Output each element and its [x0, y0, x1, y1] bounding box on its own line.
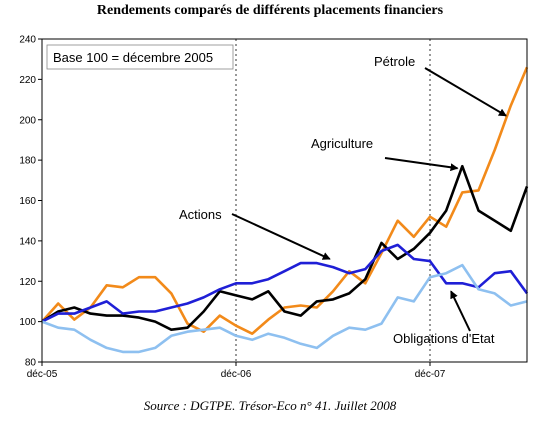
x-tick-label: déc-07 [415, 369, 446, 380]
tick-labels: déc-05 déc-06 déc-07 80 100 120 140 160 180 200 22… [19, 35, 445, 381]
chart-source: Source : DGTPE. Trésor-Eco n° 41. Juille… [143, 398, 397, 413]
y-tick-label: 100 [19, 317, 36, 328]
grid-lines [235, 39, 431, 362]
arrow-petrole [424, 67, 507, 117]
series-line-obligations-d-etat [41, 263, 528, 354]
x-tick-label: déc-06 [221, 369, 252, 380]
y-tick-label: 200 [19, 115, 36, 126]
series-lines [41, 66, 529, 354]
y-tick-label: 240 [19, 35, 36, 46]
y-tick-label: 140 [19, 236, 36, 247]
base-note: Base 100 = décembre 2005 [53, 50, 213, 65]
chart-title: Rendements comparés de différents placem… [96, 3, 444, 18]
annotations: Base 100 = décembre 2005 Pétrole Agricultu… [46, 44, 507, 346]
y-tick-label: 80 [25, 358, 37, 369]
base-note-box [46, 44, 234, 70]
label-petrole: Pétrole [374, 54, 415, 69]
series-line-actions [41, 243, 529, 323]
x-tick-label: déc-05 [27, 369, 58, 380]
series-line-agriculture [41, 164, 529, 332]
label-obligations-d-etat: Obligations d'Etat [393, 331, 495, 346]
y-tick-label: 180 [19, 156, 36, 167]
label-agriculture: Agriculture [311, 136, 373, 151]
y-tick-label: 160 [19, 196, 36, 207]
y-tick-label: 120 [19, 277, 36, 288]
series-line-petrole [41, 66, 529, 336]
arrow-actions [231, 213, 331, 260]
arrow-agriculture [384, 157, 459, 172]
y-tick-label: 220 [19, 75, 36, 86]
arrow-obligations-d-etat [450, 290, 471, 332]
axes [38, 38, 528, 366]
plot-frame [41, 38, 528, 363]
label-actions: Actions [179, 207, 222, 222]
